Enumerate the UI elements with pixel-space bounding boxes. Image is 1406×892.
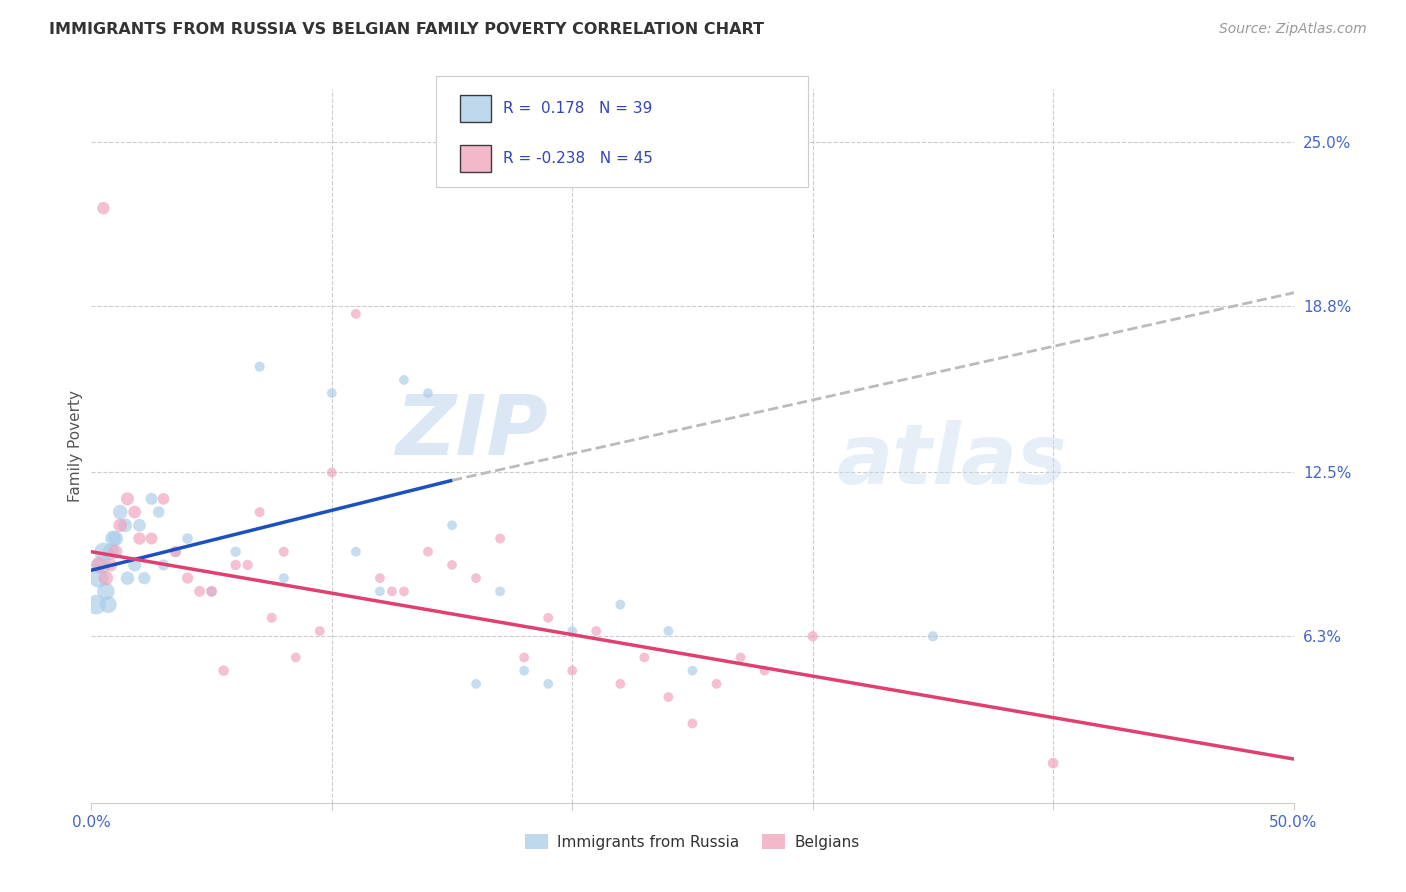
Point [94, 571, 117, 585]
Point [537, 677, 560, 691]
Point [513, 650, 536, 665]
Point [212, 664, 235, 678]
Point [273, 571, 295, 585]
Point [101, 532, 124, 546]
Point [110, 505, 132, 519]
Point [344, 307, 367, 321]
Point [141, 491, 163, 506]
Point [308, 624, 330, 638]
Point [87, 558, 110, 572]
Point [124, 558, 146, 572]
Point [94, 584, 117, 599]
Text: R =  0.178   N = 39: R = 0.178 N = 39 [503, 102, 652, 116]
Point [141, 532, 163, 546]
Point [537, 611, 560, 625]
Point [730, 650, 752, 665]
Text: R = -0.238   N = 45: R = -0.238 N = 45 [503, 152, 654, 166]
Text: IMMIGRANTS FROM RUSSIA VS BELGIAN FAMILY POVERTY CORRELATION CHART: IMMIGRANTS FROM RUSSIA VS BELGIAN FAMILY… [49, 22, 765, 37]
Point [87, 571, 110, 585]
Point [124, 505, 146, 519]
Point [754, 664, 776, 678]
Point [152, 558, 174, 572]
Point [284, 650, 307, 665]
Point [128, 518, 150, 533]
Legend: Immigrants from Russia, Belgians: Immigrants from Russia, Belgians [519, 828, 866, 855]
Point [609, 677, 631, 691]
Point [100, 558, 122, 572]
Point [416, 386, 439, 401]
Point [165, 545, 187, 559]
Point [801, 629, 824, 643]
Point [368, 584, 391, 599]
Point [100, 545, 122, 559]
Point [176, 571, 198, 585]
Point [225, 545, 247, 559]
Point [188, 584, 211, 599]
Point [585, 624, 607, 638]
Point [273, 545, 295, 559]
Point [114, 518, 136, 533]
Point [321, 386, 343, 401]
Point [165, 545, 187, 559]
Point [416, 545, 439, 559]
Point [489, 532, 512, 546]
Point [110, 518, 132, 533]
Point [117, 491, 139, 506]
Point [93, 545, 115, 559]
Point [465, 571, 488, 585]
Point [117, 571, 139, 585]
Point [344, 545, 367, 559]
Point [128, 532, 150, 546]
Point [249, 505, 271, 519]
Point [465, 677, 488, 691]
Point [148, 505, 170, 519]
Point [200, 584, 222, 599]
Point [84, 598, 107, 612]
Point [225, 558, 247, 572]
Point [152, 491, 174, 506]
Point [200, 584, 222, 599]
Point [134, 571, 156, 585]
Point [104, 532, 127, 546]
Point [368, 571, 391, 585]
Y-axis label: Family Poverty: Family Poverty [67, 390, 83, 502]
Point [561, 664, 583, 678]
Text: ZIP: ZIP [395, 392, 548, 472]
Point [90, 558, 112, 572]
Point [561, 624, 583, 638]
Point [392, 584, 415, 599]
Point [236, 558, 259, 572]
Point [1042, 756, 1064, 771]
Point [104, 545, 127, 559]
Point [922, 629, 945, 643]
Point [706, 677, 728, 691]
Point [681, 716, 703, 731]
Point [381, 584, 404, 599]
Text: Source: ZipAtlas.com: Source: ZipAtlas.com [1219, 22, 1367, 37]
Point [681, 664, 703, 678]
Point [392, 373, 415, 387]
Text: atlas: atlas [837, 420, 1067, 500]
Point [440, 518, 463, 533]
Point [176, 532, 198, 546]
Point [633, 650, 655, 665]
Point [260, 611, 283, 625]
Point [93, 201, 115, 215]
Point [249, 359, 271, 374]
Point [657, 624, 679, 638]
Point [321, 466, 343, 480]
Point [489, 584, 512, 599]
Point [609, 598, 631, 612]
Point [97, 598, 120, 612]
Point [513, 664, 536, 678]
Point [657, 690, 679, 704]
Point [440, 558, 463, 572]
